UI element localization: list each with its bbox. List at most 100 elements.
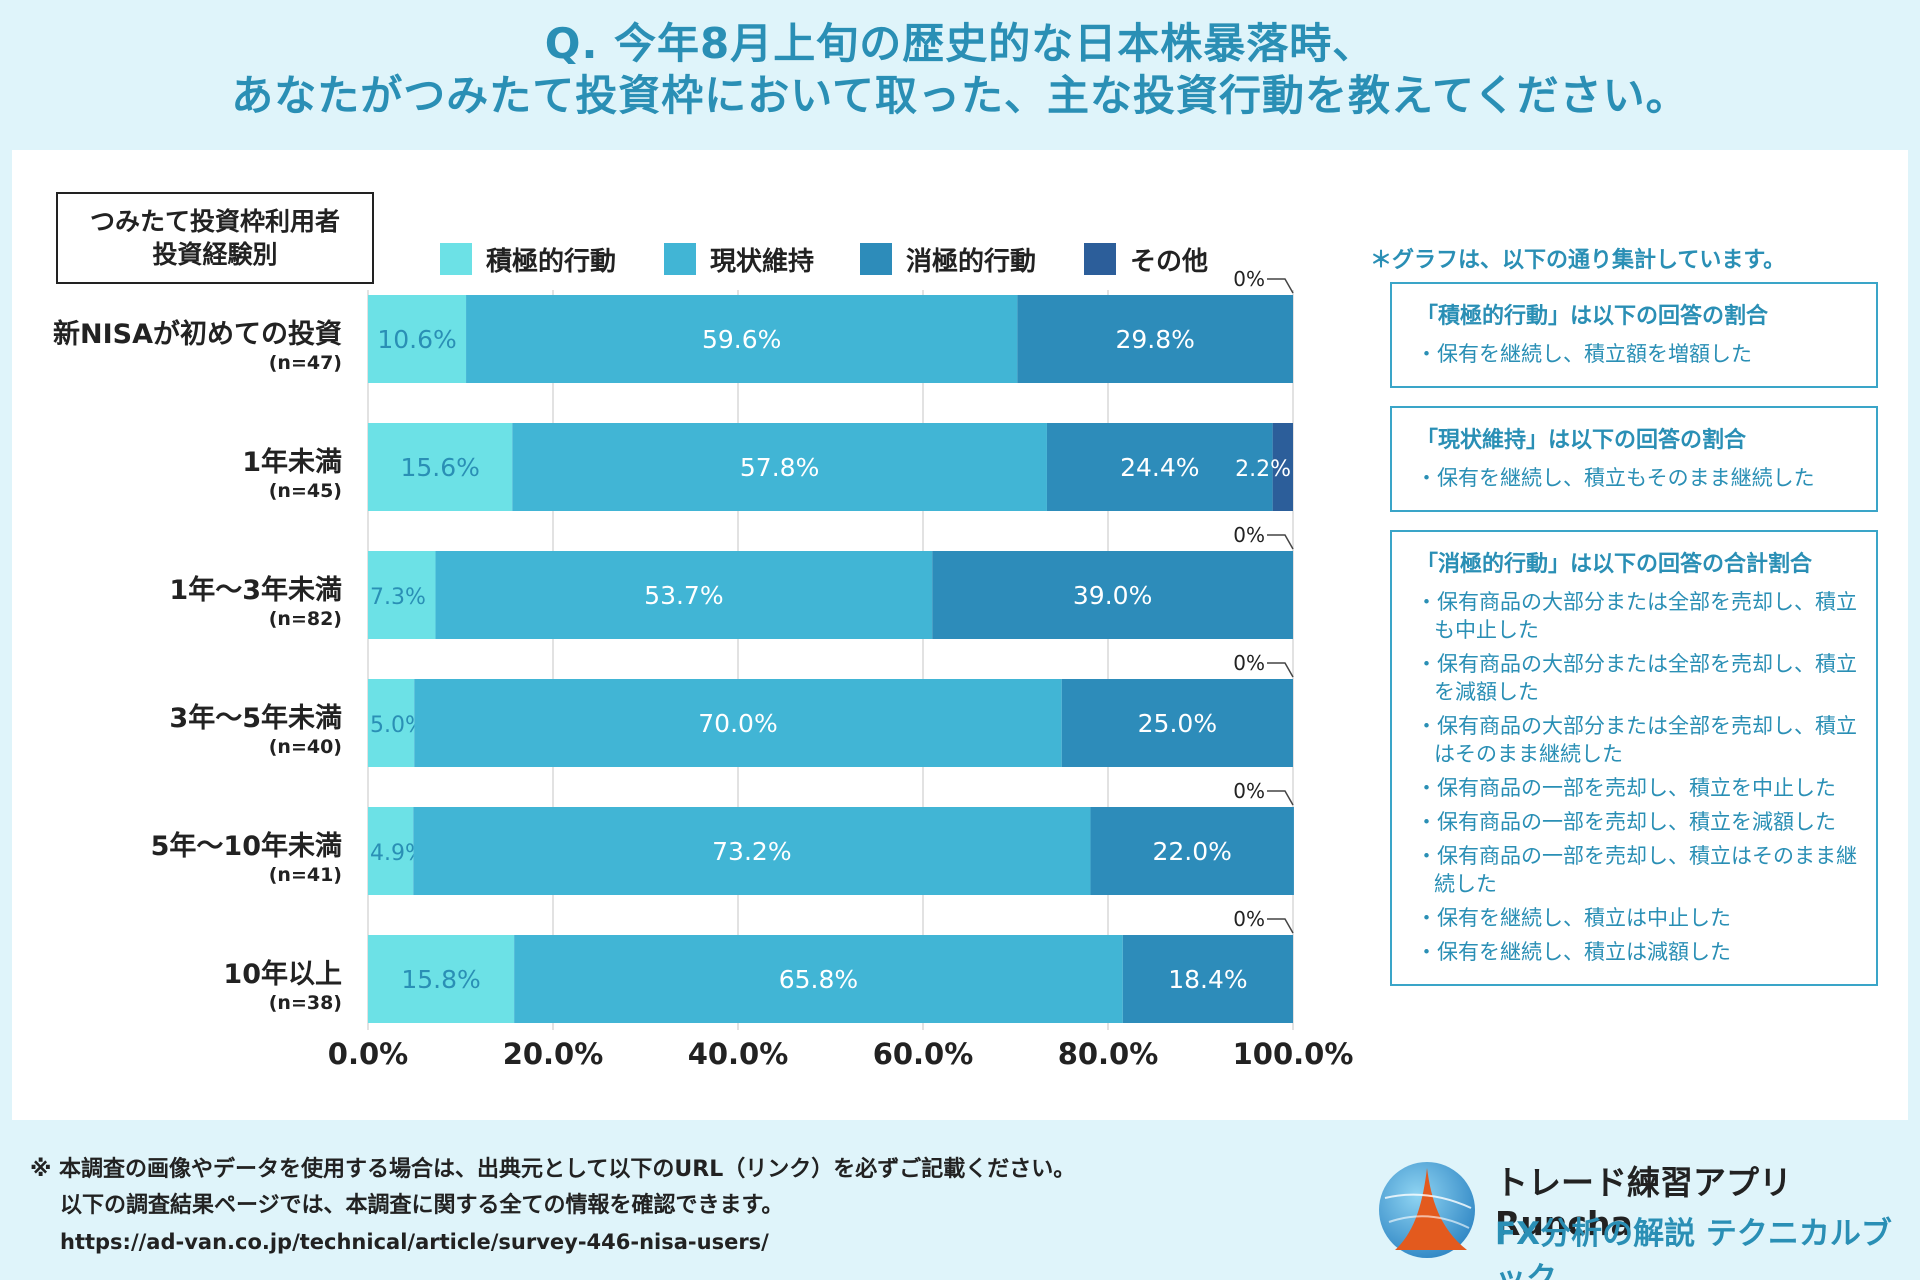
- note-item: 保有商品の大部分または全部を売却し、積立はそのまま継続した: [1416, 712, 1858, 768]
- x-tick-label: 40.0%: [688, 1037, 789, 1071]
- bar-segment: [1017, 295, 1293, 383]
- data-label: 2.2%: [1235, 457, 1291, 482]
- data-label: 53.7%: [644, 581, 723, 610]
- category-label: 1年～3年未満: [169, 574, 342, 606]
- note-box-title: 「消極的行動」は以下の回答の合計割合: [1416, 552, 1813, 577]
- data-label: 73.2%: [712, 837, 791, 866]
- bar-segment: [514, 935, 1123, 1023]
- brand-name: トレード練習アプリ Runcha: [1495, 1163, 1792, 1243]
- data-label: 70.0%: [698, 709, 777, 738]
- brand-subtitle: FX分析の解説 テクニカルブック: [1495, 1216, 1892, 1280]
- category-label: 新NISAが初めての投資: [53, 318, 342, 350]
- x-tick-label: 0.0%: [328, 1037, 408, 1071]
- bar-segment: [1272, 423, 1293, 511]
- page-title: Q. 今年8月上旬の歴史的な日本株暴落時、 あなたがつみたて投資枠において取った…: [0, 18, 1920, 122]
- data-label: 65.8%: [779, 965, 858, 994]
- note-item: 保有商品の大部分または全部を売却し、積立も中止した: [1416, 588, 1858, 644]
- data-label: 59.6%: [702, 325, 781, 354]
- bar-segment: [368, 551, 436, 639]
- legend-label: その他: [1130, 247, 1208, 277]
- category-n-label: (n=47): [269, 352, 342, 374]
- note-item: 保有商品の一部を売却し、積立を中止した: [1416, 774, 1858, 802]
- x-tick-label: 60.0%: [873, 1037, 974, 1071]
- note-item: 保有を継続し、積立額を増額した: [1416, 340, 1858, 368]
- data-label: 10.6%: [377, 325, 456, 354]
- title-line-2: あなたがつみたて投資枠において取った、主な投資行動を教えてください。: [231, 71, 1689, 120]
- category-label: 10年以上: [223, 958, 342, 990]
- category-n-label: (n=40): [269, 736, 342, 758]
- note-item: 保有を継続し、積立もそのまま継続した: [1416, 464, 1858, 492]
- data-label: 7.3%: [370, 585, 426, 610]
- category-label: 1年未満: [242, 446, 342, 478]
- legend-swatch: [664, 243, 696, 275]
- leader-line: [1267, 918, 1294, 934]
- bar-segment: [932, 551, 1293, 639]
- data-label: 15.8%: [401, 965, 480, 994]
- note-item-list: 保有を継続し、積立もそのまま継続した: [1416, 464, 1858, 492]
- bar-segment: [466, 295, 1018, 383]
- note-box-title: 「現状維持」は以下の回答の割合: [1416, 428, 1747, 453]
- bar-segment: [1046, 423, 1273, 511]
- data-label-zero: 0%: [1233, 907, 1265, 931]
- bar-segment: [368, 423, 513, 511]
- data-label: 39.0%: [1073, 581, 1152, 610]
- note-item: 保有を継続し、積立は中止した: [1416, 904, 1858, 932]
- note-box-2: 「現状維持」は以下の回答の割合保有を継続し、積立もそのまま継続した: [1390, 406, 1878, 512]
- group-label-box: つみたて投資枠利用者 投資経験別: [56, 192, 374, 284]
- leader-line: [1267, 278, 1294, 294]
- bar-segment: [512, 423, 1047, 511]
- footer-url-link[interactable]: https://ad-van.co.jp/technical/article/s…: [60, 1230, 769, 1254]
- category-n-label: (n=82): [269, 608, 342, 630]
- legend-label: 積極的行動: [486, 246, 616, 277]
- bar-segment: [368, 807, 414, 895]
- leader-line: [1267, 662, 1294, 678]
- note-box-title: 「積極的行動」は以下の回答の割合: [1416, 304, 1769, 329]
- note-item: 保有を継続し、積立は減額した: [1416, 938, 1858, 966]
- legend-swatch: [1084, 243, 1116, 275]
- bar-segment: [413, 807, 1091, 895]
- note-item-list: 保有商品の大部分または全部を売却し、積立も中止した保有商品の大部分または全部を売…: [1416, 588, 1858, 966]
- data-label-zero: 0%: [1233, 779, 1265, 803]
- legend-swatch: [860, 243, 892, 275]
- note-box-3: 「消極的行動」は以下の回答の合計割合保有商品の大部分または全部を売却し、積立も中…: [1390, 530, 1878, 986]
- legend-swatch: [440, 243, 472, 275]
- bar-segment: [368, 679, 415, 767]
- data-label: 22.0%: [1152, 837, 1231, 866]
- stacked-bar-chart: 0.0% 20.0% 40.0% 60.0% 80.0% 100.0% 積極的行動 現状維持 消…: [53, 243, 1354, 1071]
- category-n-label: (n=38): [269, 992, 342, 1014]
- leader-line: [1267, 534, 1294, 550]
- footer-line-1: ※ 本調査の画像やデータを使用する場合は、出典元として以下のURL（リンク）を必…: [30, 1157, 1076, 1182]
- x-tick-label: 20.0%: [503, 1037, 604, 1071]
- group-label-line-2: 投資経験別: [152, 240, 278, 269]
- footer-notes: ※ 本調査の画像やデータを使用する場合は、出典元として以下のURL（リンク）を必…: [30, 1152, 1075, 1260]
- bar-segment: [1090, 807, 1294, 895]
- legend-label: 消極的行動: [906, 246, 1036, 277]
- data-label: 24.4%: [1120, 453, 1199, 482]
- data-label-zero: 0%: [1233, 523, 1265, 547]
- note-item: 保有商品の大部分または全部を売却し、積立を減額した: [1416, 650, 1858, 706]
- note-item: 保有商品の一部を売却し、積立はそのまま継続した: [1416, 842, 1858, 898]
- footer-line-2: 以下の調査結果ページでは、本調査に関する全ての情報を確認できます。: [60, 1193, 784, 1218]
- note-box-1: 「積極的行動」は以下の回答の割合保有を継続し、積立額を増額した: [1390, 282, 1878, 388]
- data-label-zero: 0%: [1233, 267, 1265, 291]
- runcha-logo-icon: [1379, 1162, 1475, 1258]
- bar-segment: [435, 551, 933, 639]
- data-label: 18.4%: [1168, 965, 1247, 994]
- brand-block: トレード練習アプリ Runcha FX分析の解説 テクニカルブック: [1375, 1150, 1895, 1280]
- category-label: 5年～10年未満: [151, 830, 342, 862]
- bar-segment: [368, 295, 467, 383]
- bar-segment: [1061, 679, 1293, 767]
- data-label-zero: 0%: [1233, 651, 1265, 675]
- data-label: 15.6%: [400, 453, 479, 482]
- notes-header: ＊グラフは、以下の通り集計しています。: [1370, 248, 1786, 273]
- legend-label: 現状維持: [710, 246, 814, 277]
- bar-segment: [1122, 935, 1293, 1023]
- category-n-label: (n=45): [269, 480, 342, 502]
- bar-segment: [414, 679, 1062, 767]
- chart-panel: 0.0% 20.0% 40.0% 60.0% 80.0% 100.0% 積極的行動 現状維持 消…: [12, 150, 1908, 1120]
- data-label: 25.0%: [1138, 709, 1217, 738]
- title-line-1: Q. 今年8月上旬の歴史的な日本株暴落時、: [544, 19, 1376, 68]
- group-label-line-1: つみたて投資枠利用者: [89, 207, 340, 236]
- data-label: 29.8%: [1115, 325, 1194, 354]
- x-tick-label: 100.0%: [1233, 1037, 1354, 1071]
